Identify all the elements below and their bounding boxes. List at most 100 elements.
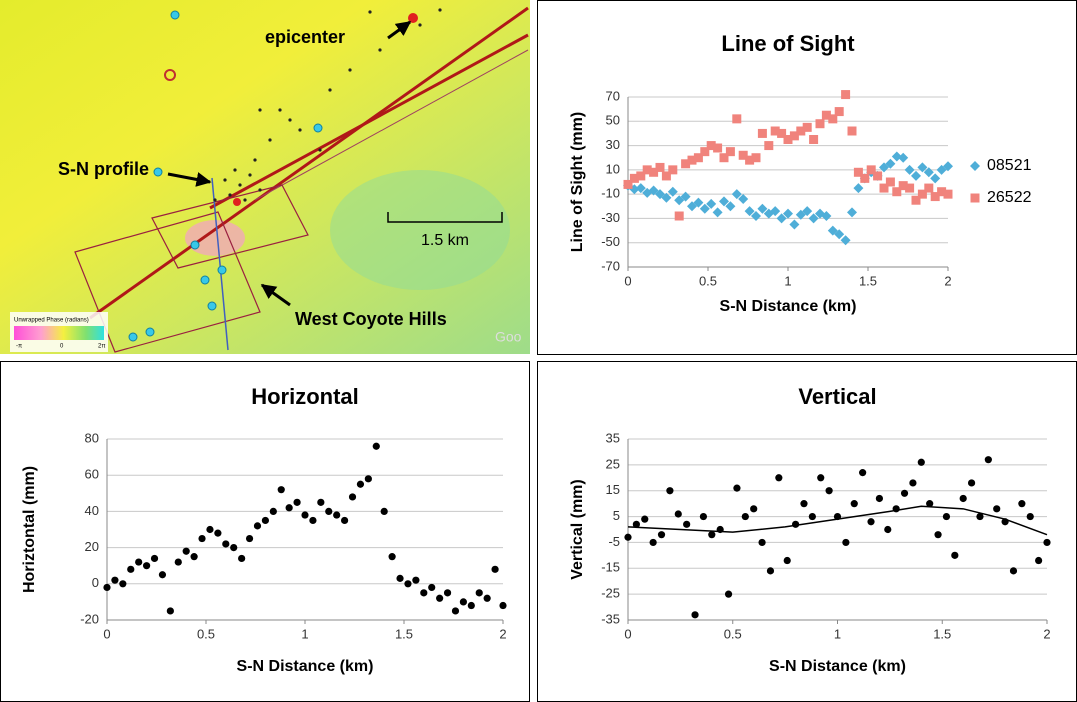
colorbar-tick: 2π bbox=[98, 344, 105, 350]
point bbox=[848, 127, 857, 136]
point bbox=[789, 220, 799, 230]
point bbox=[412, 577, 419, 584]
legend-marker bbox=[971, 194, 980, 203]
point bbox=[214, 530, 221, 537]
point bbox=[396, 575, 403, 582]
x-axis-label: S-N Distance (km) bbox=[720, 298, 857, 315]
point bbox=[752, 153, 761, 162]
point bbox=[803, 123, 812, 132]
point bbox=[924, 184, 933, 193]
point bbox=[968, 479, 975, 486]
point bbox=[301, 511, 308, 518]
point bbox=[650, 539, 657, 546]
point bbox=[713, 144, 722, 153]
point bbox=[119, 580, 126, 587]
point bbox=[901, 490, 908, 497]
map-texture bbox=[330, 170, 510, 290]
point bbox=[333, 511, 340, 518]
point bbox=[733, 485, 740, 492]
point bbox=[764, 141, 773, 150]
point bbox=[675, 212, 684, 221]
y-tick-label: -30 bbox=[601, 210, 620, 225]
point bbox=[884, 526, 891, 533]
y-axis-label: Horiztontal (mm) bbox=[21, 466, 38, 593]
point bbox=[452, 607, 459, 614]
y-tick-label: 80 bbox=[85, 430, 99, 445]
point bbox=[886, 178, 895, 187]
chart-title: Horizontal bbox=[251, 384, 359, 409]
point bbox=[444, 589, 451, 596]
x-tick-label: 0 bbox=[624, 273, 631, 288]
x-tick-label: 2 bbox=[1043, 626, 1050, 641]
point bbox=[270, 508, 277, 515]
x-tick-label: 1 bbox=[301, 626, 308, 641]
y-tick-label: -50 bbox=[601, 234, 620, 249]
point bbox=[254, 522, 261, 529]
point bbox=[206, 526, 213, 533]
point bbox=[918, 459, 925, 466]
point bbox=[159, 571, 166, 578]
point bbox=[867, 518, 874, 525]
y-tick-label: 15 bbox=[606, 482, 620, 497]
point bbox=[491, 566, 498, 573]
legend-marker bbox=[970, 161, 980, 171]
chart: VerticalS-N Distance (km)Vertical (mm)-3… bbox=[569, 384, 1050, 675]
point bbox=[826, 487, 833, 494]
x-tick-label: 0.5 bbox=[699, 273, 717, 288]
x-axis-label: S-N Distance (km) bbox=[769, 658, 906, 675]
point bbox=[876, 495, 883, 502]
point bbox=[675, 510, 682, 517]
point bbox=[381, 508, 388, 515]
point bbox=[847, 207, 857, 217]
y-tick-label: -25 bbox=[601, 586, 620, 601]
point bbox=[286, 504, 293, 511]
point bbox=[468, 602, 475, 609]
point bbox=[373, 443, 380, 450]
point bbox=[238, 555, 245, 562]
point bbox=[841, 235, 851, 245]
colorbar-title: Unwrapped Phase (radians) bbox=[14, 318, 89, 324]
point bbox=[835, 107, 844, 116]
point bbox=[993, 505, 1000, 512]
point bbox=[460, 598, 467, 605]
point bbox=[767, 567, 774, 574]
y-tick-label: 30 bbox=[606, 137, 620, 152]
map-panel: epicenter S-N profile West Coyote Hills … bbox=[0, 0, 530, 354]
figure: epicenter S-N profile West Coyote Hills … bbox=[0, 0, 1077, 702]
point bbox=[341, 517, 348, 524]
point bbox=[262, 517, 269, 524]
y-tick-label: 0 bbox=[92, 575, 99, 590]
point bbox=[800, 500, 807, 507]
point bbox=[499, 602, 506, 609]
point bbox=[668, 187, 678, 197]
point bbox=[726, 147, 735, 156]
colorbar-tick: -π bbox=[16, 344, 22, 350]
scale-label: 1.5 km bbox=[421, 232, 469, 249]
x-tick-label: 2 bbox=[944, 273, 951, 288]
x-tick-label: 2 bbox=[499, 626, 506, 641]
point bbox=[293, 499, 300, 506]
y-tick-label: -5 bbox=[608, 534, 620, 549]
point bbox=[1027, 513, 1034, 520]
x-tick-label: 1.5 bbox=[859, 273, 877, 288]
point bbox=[111, 577, 118, 584]
map-label: West Coyote Hills bbox=[295, 309, 447, 329]
point bbox=[135, 558, 142, 565]
point bbox=[389, 553, 396, 560]
chart: Line of SightS-N Distance (km)Line of Si… bbox=[569, 31, 1031, 315]
point bbox=[1018, 500, 1025, 507]
point bbox=[700, 513, 707, 520]
point bbox=[853, 183, 863, 193]
point bbox=[668, 165, 677, 174]
point bbox=[666, 487, 673, 494]
map-texture bbox=[185, 220, 245, 256]
x-tick-label: 0.5 bbox=[724, 626, 742, 641]
point bbox=[317, 499, 324, 506]
point bbox=[713, 207, 723, 217]
point bbox=[1010, 567, 1017, 574]
point bbox=[873, 171, 882, 180]
point bbox=[775, 474, 782, 481]
y-tick-label: 60 bbox=[85, 467, 99, 482]
panel-border bbox=[1, 362, 530, 702]
